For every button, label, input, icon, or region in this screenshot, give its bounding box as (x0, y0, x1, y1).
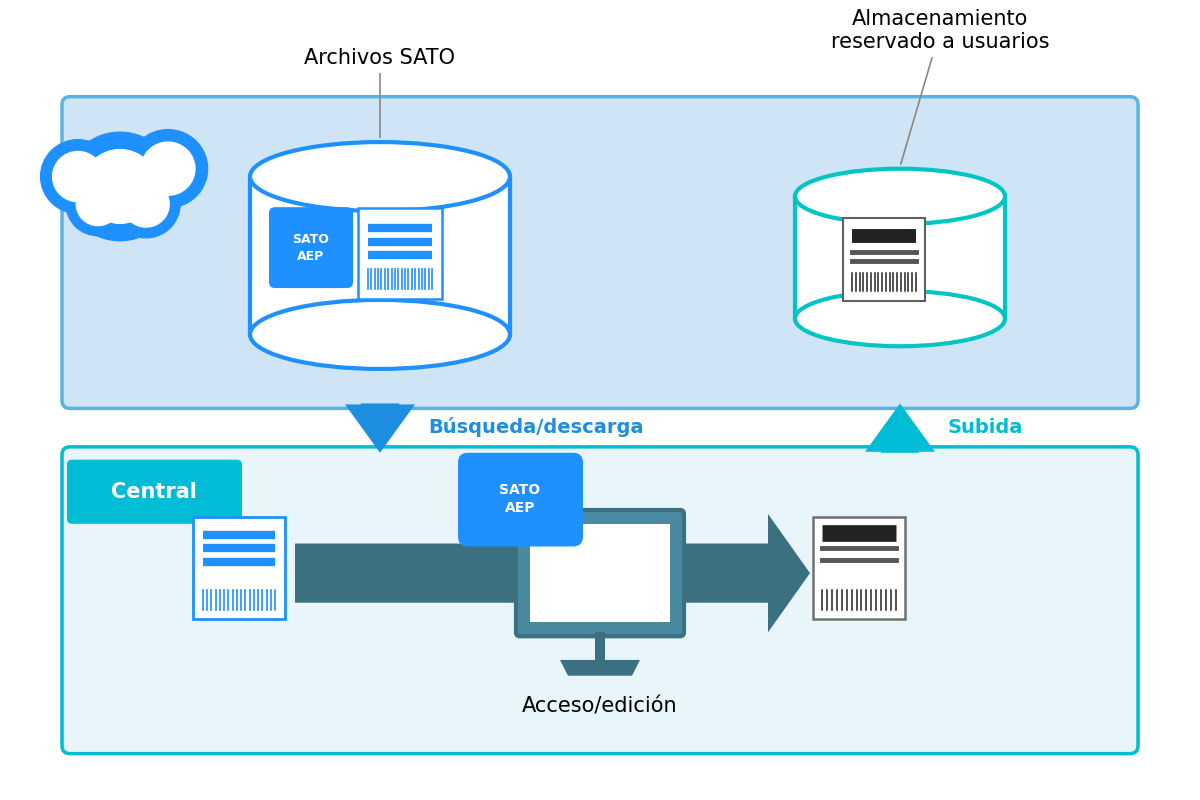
FancyBboxPatch shape (842, 218, 925, 301)
Polygon shape (346, 403, 415, 453)
Text: Subida: Subida (948, 418, 1024, 437)
FancyBboxPatch shape (458, 453, 583, 546)
FancyBboxPatch shape (358, 208, 442, 299)
FancyBboxPatch shape (269, 207, 353, 288)
Text: SATO
AEP: SATO AEP (293, 233, 330, 262)
Polygon shape (595, 632, 605, 660)
Ellipse shape (796, 291, 1006, 346)
Circle shape (65, 132, 175, 241)
FancyBboxPatch shape (62, 97, 1138, 408)
Circle shape (83, 150, 157, 223)
FancyBboxPatch shape (516, 510, 684, 636)
Circle shape (41, 140, 115, 214)
Text: Central: Central (112, 482, 197, 502)
Text: Búsqueda/descarga: Búsqueda/descarga (428, 417, 643, 437)
Ellipse shape (250, 142, 510, 211)
Circle shape (128, 130, 208, 208)
Circle shape (122, 182, 169, 227)
FancyBboxPatch shape (67, 460, 242, 524)
Polygon shape (250, 177, 510, 334)
FancyBboxPatch shape (530, 524, 670, 622)
Polygon shape (560, 660, 640, 676)
Ellipse shape (250, 300, 510, 369)
Circle shape (142, 142, 194, 195)
Polygon shape (295, 514, 810, 632)
Text: SATO
AEP: SATO AEP (499, 483, 540, 515)
Text: Acceso/edición: Acceso/edición (522, 697, 678, 717)
Ellipse shape (796, 169, 1006, 224)
Circle shape (112, 170, 180, 238)
FancyBboxPatch shape (814, 517, 905, 619)
Polygon shape (865, 403, 935, 453)
Circle shape (77, 183, 120, 226)
FancyBboxPatch shape (62, 447, 1138, 754)
Circle shape (53, 151, 103, 202)
Circle shape (66, 173, 130, 236)
FancyBboxPatch shape (193, 517, 286, 619)
Text: Archivos SATO: Archivos SATO (305, 48, 456, 138)
Text: Almacenamiento
reservado a usuarios: Almacenamiento reservado a usuarios (830, 9, 1049, 164)
Polygon shape (796, 196, 1006, 318)
